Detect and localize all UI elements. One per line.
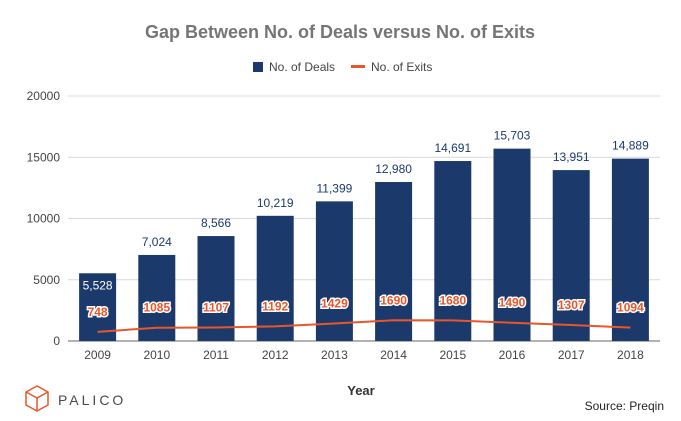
x-tick-label: 2010 bbox=[143, 348, 170, 362]
deals-data-label: 14,691 bbox=[434, 141, 471, 155]
y-axis-ticks: 0 5000 10000 15000 20000 bbox=[27, 89, 61, 348]
deals-data-label: 7,024 bbox=[142, 235, 172, 249]
exits-data-label: 1490 bbox=[499, 296, 526, 310]
source-note: Source: Preqin bbox=[585, 399, 664, 413]
y-tick-label: 0 bbox=[53, 334, 60, 348]
legend-swatch-exits bbox=[351, 65, 365, 68]
deals-bar bbox=[434, 161, 472, 341]
deals-bar bbox=[256, 215, 294, 341]
x-tick-label: 2016 bbox=[499, 348, 526, 362]
x-tick-label: 2017 bbox=[558, 348, 585, 362]
exits-data-label: 1690 bbox=[380, 293, 407, 307]
deals-data-labels: 5,528 7,024 8,566 10,219 11,399 12,980 14,691 1… bbox=[83, 129, 649, 293]
x-tick-label: 2015 bbox=[439, 348, 466, 362]
legend: No. of Deals No. of Exits bbox=[253, 60, 432, 74]
deals-data-label: 11,399 bbox=[316, 181, 352, 195]
deals-bar bbox=[552, 170, 590, 341]
brand-name: PALICO bbox=[58, 392, 126, 408]
chart-title: Gap Between No. of Deals versus No. of E… bbox=[145, 22, 535, 42]
exits-data-label: 1085 bbox=[143, 301, 170, 315]
legend-swatch-deals bbox=[253, 62, 263, 72]
x-tick-label: 2014 bbox=[380, 348, 407, 362]
deals-bar bbox=[611, 158, 649, 341]
deals-bar bbox=[197, 236, 235, 341]
deals-data-label: 15,703 bbox=[494, 129, 531, 143]
x-tick-label: 2013 bbox=[321, 348, 348, 362]
x-tick-label: 2009 bbox=[84, 348, 111, 362]
exits-data-label: 1307 bbox=[558, 298, 585, 312]
y-tick-label: 5000 bbox=[33, 273, 60, 287]
deals-bar bbox=[79, 273, 117, 341]
deals-data-label: 13,951 bbox=[553, 150, 590, 164]
exits-data-label: 748 bbox=[88, 305, 108, 319]
y-tick-label: 20000 bbox=[27, 89, 61, 103]
x-tick-label: 2011 bbox=[203, 348, 229, 362]
x-axis-ticks: 2009 2010 2011 2012 2013 2014 2015 2016 2017 2018 bbox=[84, 348, 644, 362]
cube-icon bbox=[25, 385, 49, 412]
exits-series-line bbox=[97, 319, 631, 333]
exits-data-label: 1192 bbox=[262, 299, 288, 313]
exits-data-label: 1107 bbox=[203, 300, 229, 314]
deals-data-label: 5,528 bbox=[83, 278, 113, 292]
deals-bars bbox=[79, 148, 649, 341]
palico-logo: PALICO bbox=[25, 385, 126, 412]
deals-data-label: 10,219 bbox=[257, 196, 294, 210]
x-tick-label: 2018 bbox=[617, 348, 644, 362]
deals-bar bbox=[375, 181, 413, 341]
y-tick-label: 10000 bbox=[27, 212, 61, 226]
deals-bar bbox=[315, 201, 353, 341]
exits-data-label: 1429 bbox=[321, 296, 348, 310]
deals-data-label: 12,980 bbox=[375, 162, 412, 176]
deals-bar bbox=[493, 148, 531, 341]
deals-data-label: 14,889 bbox=[612, 139, 649, 153]
exits-line bbox=[97, 319, 631, 333]
x-tick-label: 2012 bbox=[262, 348, 289, 362]
x-axis-title: Year bbox=[347, 383, 374, 398]
exits-data-label: 1680 bbox=[439, 293, 466, 307]
legend-label-deals: No. of Deals bbox=[269, 60, 335, 74]
legend-label-exits: No. of Exits bbox=[371, 60, 432, 74]
exits-data-label: 1094 bbox=[617, 301, 644, 315]
y-tick-label: 15000 bbox=[27, 150, 61, 164]
deals-data-label: 8,566 bbox=[201, 216, 231, 230]
exits-data-labels: 748 1085 1107 1192 1429 1690 1680 1490 1307 1094 bbox=[86, 292, 645, 321]
